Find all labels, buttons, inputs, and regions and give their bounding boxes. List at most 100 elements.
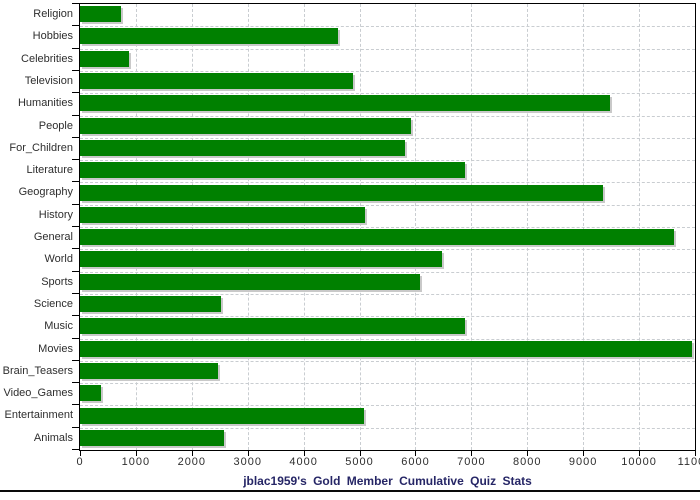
x-axis-tick <box>135 451 137 456</box>
x-axis-tick <box>191 451 193 456</box>
y-axis-label-science: Science <box>33 297 73 310</box>
bar-movies <box>80 340 693 357</box>
y-axis-label-music: Music <box>44 320 73 333</box>
x-axis-tick-label: 7000 <box>457 456 486 468</box>
y-axis-tick <box>72 248 79 250</box>
y-axis-label-celebrities: Celebrities <box>21 52 73 65</box>
y-axis-tick <box>72 315 79 317</box>
horizontal-gridline <box>80 115 695 117</box>
y-axis-label-sports: Sports <box>41 275 73 288</box>
horizontal-gridline <box>80 70 695 72</box>
x-axis-tick <box>471 451 473 456</box>
horizontal-gridline <box>80 204 695 206</box>
horizontal-gridline <box>80 93 695 95</box>
bar-video-games <box>80 385 101 402</box>
y-axis-label-humanities: Humanities <box>17 97 73 110</box>
x-axis-tick <box>303 451 305 456</box>
bar-entertainment <box>80 407 365 424</box>
x-axis-tick <box>695 451 696 456</box>
x-axis-tick-label: 6000 <box>401 456 430 468</box>
x-axis-tick <box>639 451 641 456</box>
y-axis-label-brain-teasers: Brain_Teasers <box>2 364 73 377</box>
horizontal-gridline <box>80 227 695 228</box>
y-axis-tick <box>72 426 79 428</box>
y-axis-tick <box>72 25 79 27</box>
bar-humanities <box>80 95 611 112</box>
plot-area <box>79 3 696 451</box>
horizontal-gridline <box>80 26 695 28</box>
bar-for-children <box>80 139 406 156</box>
bar-television <box>80 73 354 90</box>
y-axis-label-entertainment: Entertainment <box>4 409 73 422</box>
bar-brain-teasers <box>80 362 219 379</box>
x-axis-tick-label: 4000 <box>289 456 318 468</box>
horizontal-gridline <box>80 383 695 385</box>
x-axis-tick-label: 9000 <box>568 456 598 468</box>
y-axis-tick <box>72 136 79 138</box>
horizontal-gridline <box>80 316 695 318</box>
bottom-border <box>0 490 700 492</box>
bar-literature <box>80 162 466 179</box>
bar-religion <box>80 6 121 23</box>
horizontal-gridline <box>80 271 695 273</box>
x-axis-tick-label: 8000 <box>513 456 542 468</box>
bar-world <box>80 251 443 268</box>
y-axis-label-for-children: For_Children <box>9 141 73 154</box>
y-axis-tick <box>72 47 79 49</box>
y-axis-tick <box>72 69 79 71</box>
x-axis-tick-label: 1000 <box>121 456 151 468</box>
horizontal-gridline <box>80 338 695 340</box>
y-axis-label-television: Television <box>24 74 73 87</box>
bar-music <box>80 318 466 335</box>
x-axis-tick <box>247 451 249 456</box>
y-axis-tick <box>72 159 79 161</box>
horizontal-gridline <box>80 427 695 429</box>
x-axis-tick-label: 3000 <box>233 456 262 468</box>
horizontal-gridline <box>80 405 695 407</box>
bar-people <box>80 117 411 134</box>
horizontal-gridline <box>80 293 695 295</box>
x-axis-tick-label: 2000 <box>177 456 207 468</box>
y-axis-label-hobbies: Hobbies <box>32 30 73 43</box>
bar-general <box>80 229 675 246</box>
y-axis-tick <box>72 203 79 205</box>
y-axis-tick <box>72 359 79 361</box>
y-axis-label-video-games: Video_Games <box>3 387 73 400</box>
y-axis-label-general: General <box>33 231 73 243</box>
y-axis-label-world: World <box>44 253 73 266</box>
horizontal-gridline <box>80 249 695 251</box>
y-axis-label-people: People <box>38 119 73 132</box>
bar-science <box>80 296 221 313</box>
x-axis-tick-label: 5000 <box>345 456 374 468</box>
y-axis-tick <box>72 181 79 183</box>
y-axis-label-animals: Animals <box>33 431 73 444</box>
x-axis-tick-label: 0 <box>76 456 84 468</box>
y-axis-tick <box>72 226 79 227</box>
bar-hobbies <box>80 28 339 45</box>
x-axis-tick <box>527 451 529 456</box>
y-axis-tick <box>72 337 79 339</box>
x-axis-tick-label: 10000 <box>621 456 657 468</box>
y-axis-label-history: History <box>38 208 73 221</box>
y-axis-tick <box>72 3 79 4</box>
x-axis-tick <box>359 451 361 456</box>
horizontal-gridline <box>80 360 695 362</box>
y-axis-tick <box>72 92 79 94</box>
y-axis-tick <box>72 292 79 294</box>
horizontal-gridline <box>80 160 695 162</box>
y-axis-label-religion: Religion <box>33 8 73 20</box>
x-axis-tick <box>80 451 81 456</box>
bar-geography <box>80 184 603 201</box>
bar-animals <box>80 429 225 446</box>
horizontal-gridline <box>80 137 695 139</box>
bar-sports <box>80 273 420 290</box>
y-axis-tick <box>72 449 79 450</box>
horizontal-gridline <box>80 182 695 184</box>
y-axis-tick <box>72 114 79 116</box>
x-axis-tick <box>415 451 417 456</box>
y-axis-tick <box>72 404 79 406</box>
y-axis-tick <box>72 382 79 384</box>
y-axis-tick <box>72 270 79 272</box>
x-axis-tick-label: 11000 <box>677 456 700 468</box>
